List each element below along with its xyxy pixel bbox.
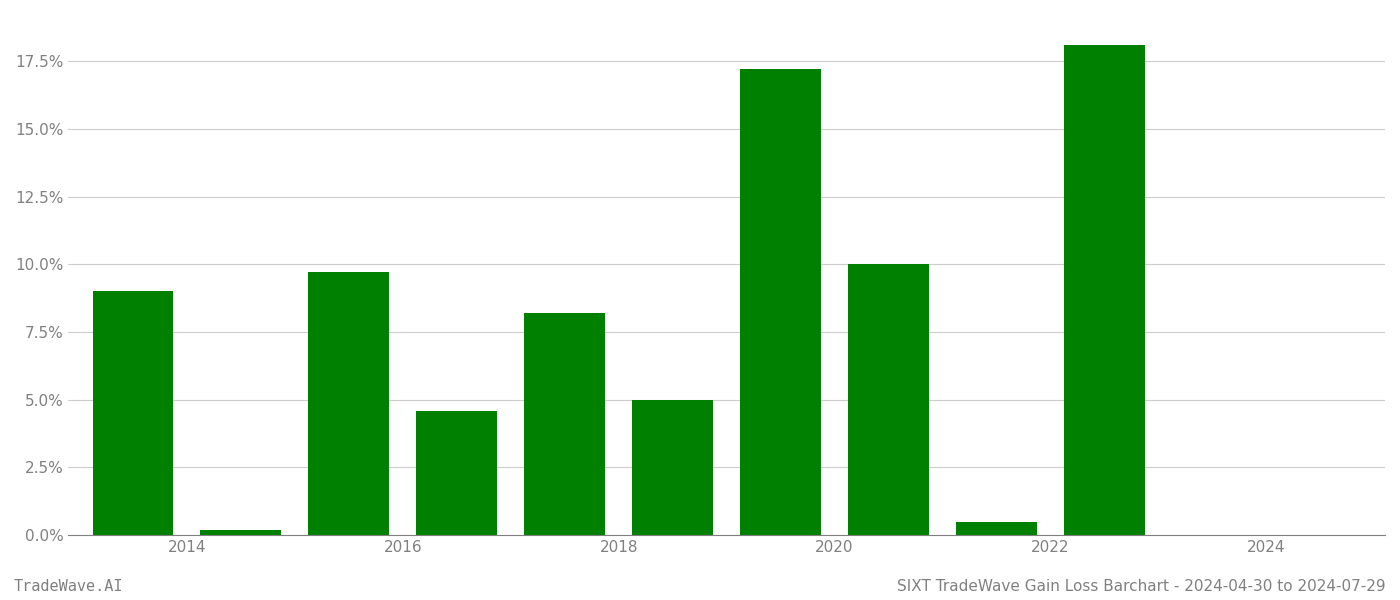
Text: SIXT TradeWave Gain Loss Barchart - 2024-04-30 to 2024-07-29: SIXT TradeWave Gain Loss Barchart - 2024…: [897, 579, 1386, 594]
Bar: [741, 69, 820, 535]
Bar: [524, 313, 605, 535]
Bar: [416, 410, 497, 535]
Bar: [92, 292, 174, 535]
Bar: [200, 530, 281, 535]
Bar: [633, 400, 713, 535]
Bar: [848, 264, 930, 535]
Text: TradeWave.AI: TradeWave.AI: [14, 579, 123, 594]
Bar: [1064, 45, 1145, 535]
Bar: [308, 272, 389, 535]
Bar: [956, 521, 1037, 535]
